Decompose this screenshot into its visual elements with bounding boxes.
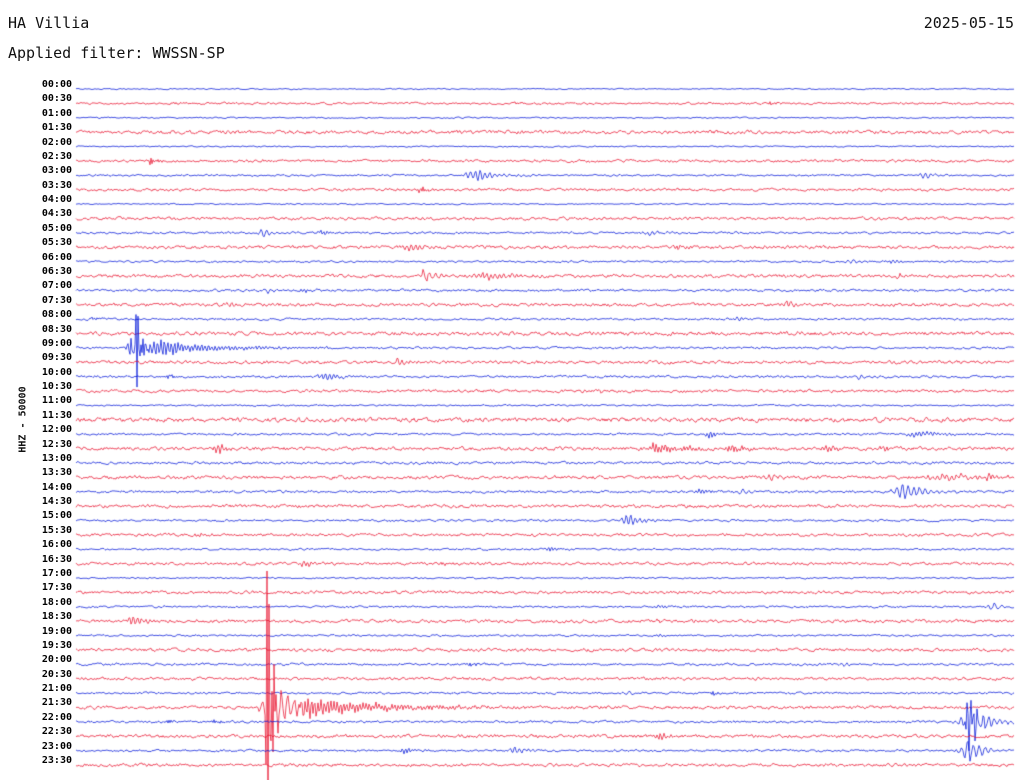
channel-scale-label: HHZ - 50000 bbox=[17, 386, 29, 453]
time-label: 00:30 bbox=[41, 93, 72, 105]
time-label: 06:00 bbox=[41, 251, 72, 263]
time-label: 01:00 bbox=[41, 107, 72, 119]
time-label: 02:30 bbox=[41, 150, 72, 162]
time-label: 19:30 bbox=[41, 639, 72, 651]
time-label: 10:00 bbox=[41, 366, 72, 378]
time-label: 17:30 bbox=[41, 582, 72, 594]
time-label: 17:00 bbox=[41, 568, 72, 580]
time-label: 13:30 bbox=[41, 467, 72, 479]
time-label: 15:00 bbox=[41, 510, 72, 522]
time-label: 08:30 bbox=[41, 323, 72, 335]
time-label: 18:30 bbox=[41, 611, 72, 623]
time-label: 00:00 bbox=[41, 79, 72, 90]
plot-date: 2025-05-15 bbox=[923, 14, 1014, 32]
time-label: 22:00 bbox=[41, 711, 72, 723]
time-label: 11:30 bbox=[41, 409, 72, 421]
time-label: 12:00 bbox=[41, 424, 72, 436]
time-label: 23:30 bbox=[41, 755, 72, 766]
time-label: 05:30 bbox=[41, 237, 72, 249]
time-label: 21:00 bbox=[41, 683, 72, 695]
time-label: 20:00 bbox=[41, 654, 72, 666]
time-label: 22:30 bbox=[41, 726, 72, 738]
time-label: 12:30 bbox=[41, 438, 72, 450]
time-label: 03:30 bbox=[41, 179, 72, 191]
time-label: 14:00 bbox=[41, 481, 72, 493]
time-label: 04:30 bbox=[41, 208, 72, 220]
time-label: 21:30 bbox=[41, 697, 72, 709]
time-label: 01:30 bbox=[41, 122, 72, 134]
time-label: 13:00 bbox=[41, 452, 72, 464]
time-label: 23:00 bbox=[41, 740, 72, 752]
time-label: 10:30 bbox=[41, 381, 72, 393]
time-label: 18:00 bbox=[41, 596, 72, 608]
time-label: 02:00 bbox=[41, 136, 72, 148]
time-label: 14:30 bbox=[41, 496, 72, 508]
time-label: 09:30 bbox=[41, 352, 72, 364]
time-label: 03:00 bbox=[41, 165, 72, 177]
time-label: 04:00 bbox=[41, 194, 72, 206]
time-label: 07:00 bbox=[41, 280, 72, 292]
time-label: 05:00 bbox=[41, 222, 72, 234]
time-label: 09:00 bbox=[41, 337, 72, 349]
time-label: 16:00 bbox=[41, 539, 72, 551]
time-label: 08:00 bbox=[41, 309, 72, 321]
time-label: 07:30 bbox=[41, 294, 72, 306]
time-label: 06:30 bbox=[41, 265, 72, 277]
time-label: 15:30 bbox=[41, 524, 72, 536]
time-label: 11:00 bbox=[41, 395, 72, 407]
time-label: 19:00 bbox=[41, 625, 72, 637]
applied-filter-label: Applied filter: WWSSN-SP bbox=[8, 44, 225, 62]
time-label: 20:30 bbox=[41, 668, 72, 680]
time-label: 16:30 bbox=[41, 553, 72, 565]
station-title: HA Villia bbox=[8, 14, 90, 32]
